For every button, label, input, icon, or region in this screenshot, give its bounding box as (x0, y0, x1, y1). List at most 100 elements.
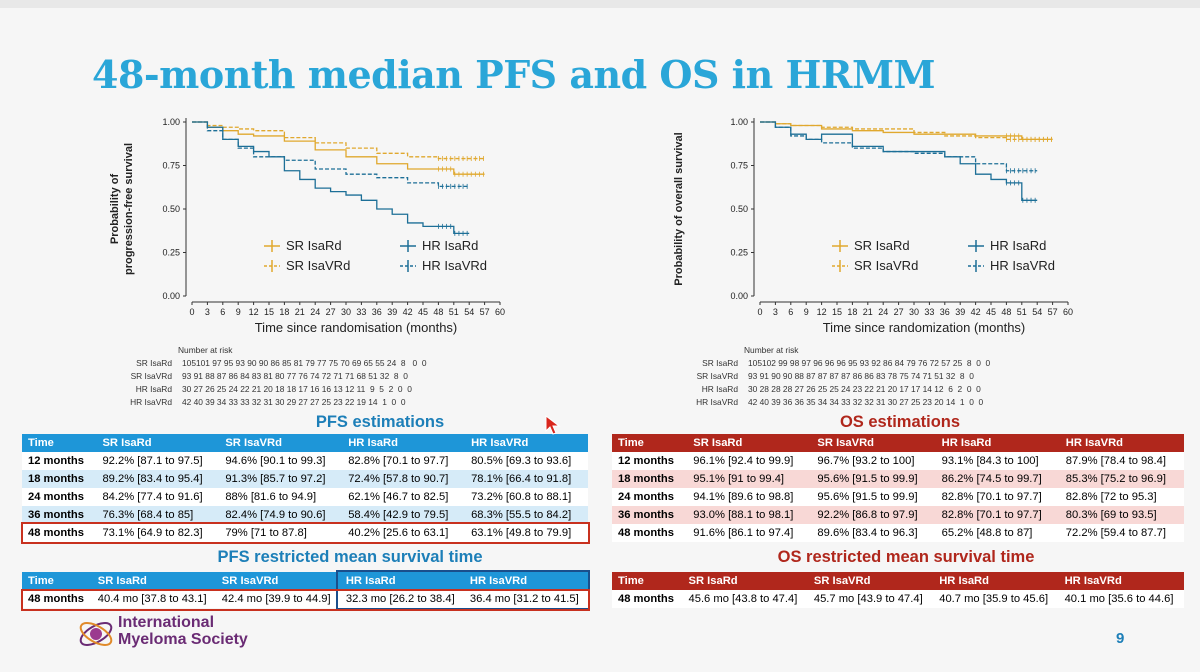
pfs-series-hr-isard (192, 121, 470, 235)
table-row: 18 months 89.2% [83.4 to 95.4] 91.3% [85.7… (22, 470, 588, 488)
pfs-est-row-label: 12 months (22, 452, 97, 470)
pfs-risk-row: SR IsaVRd 93 91 88 87 86 84 83 81 80 77 7… (94, 370, 427, 383)
os-xtick-label: 12 (817, 307, 827, 317)
os-estimations-title: OS estimations (839, 413, 961, 431)
pfs-risk-label: HR IsaRd (135, 384, 172, 394)
os-series-hr-isard (760, 121, 1038, 201)
os-est-cell: 82.8% [72 to 95.3] (1059, 488, 1184, 506)
table-row: 36 months 93.0% [88.1 to 98.1] 92.2% [86.8… (612, 506, 1184, 524)
pfs-xtick-label: 33 (356, 307, 366, 317)
pfs-risk-values: 42 40 39 34 33 33 32 31 30 29 27 27 25 2… (182, 397, 406, 407)
os-rmst-header-row: Time SR IsaRd SR IsaVRd HR IsaRd HR IsaVRd (612, 572, 1184, 590)
pfs-xtick-label: 27 (326, 307, 336, 317)
pfs-est-cell: 68.3% [55.5 to 84.2] (465, 506, 588, 524)
os-risk-values: 93 91 90 90 88 87 87 87 87 86 86 83 78 7… (748, 371, 974, 381)
os-risk-row: HR IsaVRd 42 40 39 36 36 35 34 34 33 32 3… (660, 396, 990, 409)
os-xtick-label: 27 (894, 307, 904, 317)
os-x-label: Time since randomization (months) (823, 320, 1026, 335)
os-risk-header: Number at risk (744, 345, 799, 355)
pfs-risk-values: 93 91 88 87 86 84 83 81 80 77 76 74 72 7… (182, 371, 408, 381)
os-risk-row: HR IsaRd 30 28 28 28 27 26 25 25 24 23 22… (660, 383, 990, 396)
os-xtick-label: 18 (847, 307, 857, 317)
table-row: 12 months 96.1% [92.4 to 99.9] 96.7% [93.2… (612, 452, 1184, 470)
pfs-estimations-title: PFS estimations (315, 413, 445, 431)
pfs-xtick-label: 0 (189, 307, 194, 317)
os-ytick-label: 0.00 (730, 291, 748, 301)
os-risk-label: SR IsaVRd (696, 371, 738, 381)
os-est-cell: 95.6% [91.5 to 99.9] (811, 488, 936, 506)
os-est-cell: 87.9% [78.4 to 98.4] (1059, 452, 1184, 470)
pfs-rmst-cell: 36.4 mo [31.2 to 41.5] (463, 590, 588, 608)
pfs-rmst-column-header: HR IsaRd (339, 572, 464, 590)
mouse-cursor-icon (545, 415, 561, 435)
pfs-rmst-column-header: Time (22, 572, 92, 590)
logo-line-2: Myeloma Society (118, 631, 248, 648)
pfs-est-cell: 94.6% [90.1 to 99.3] (219, 452, 343, 470)
pfs-rmst-highlight (21, 589, 590, 611)
os-ytick-label: 0.75 (730, 161, 748, 171)
pfs-est-cell: 82.8% [70.1 to 97.7] (342, 452, 466, 470)
pfs-ytick-label: 0.25 (162, 248, 180, 258)
table-row: 48 months 40.4 mo [37.8 to 43.1] 42.4 mo [… (22, 590, 588, 608)
pfs-xtick-label: 18 (279, 307, 289, 317)
os-xtick-label: 60 (1063, 307, 1073, 317)
os-xtick-label: 3 (773, 307, 778, 317)
os-rmst-column-header: SR IsaVRd (807, 572, 934, 590)
pfs-km-chart: 1.00 0.75 0.50 0.25 0.00 0 3 6 9 12 15 18 21 24 27 30 33… (92, 100, 562, 335)
os-xtick-label: 51 (1017, 307, 1027, 317)
pfs-est-cell: 84.2% [77.4 to 91.6] (96, 488, 220, 506)
os-est-row-label: 18 months (612, 470, 688, 488)
os-est-header-row: Time SR IsaRd SR IsaVRd HR IsaRd HR IsaVRd (612, 434, 1184, 452)
pfs-rmst-column-header: HR IsaVRd (463, 572, 588, 590)
pfs-rmst-cell: 42.4 mo [39.9 to 44.9] (215, 590, 340, 608)
os-legend-label: HR IsaVRd (990, 258, 1055, 273)
pfs-xtick-label: 24 (310, 307, 320, 317)
os-est-cell: 96.7% [93.2 to 100] (811, 452, 936, 470)
pfs-xtick-label: 9 (236, 307, 241, 317)
pfs-number-at-risk: Number at risk SR IsaRd 105101 97 95 93 90… (94, 344, 427, 409)
os-est-row-label: 24 months (612, 488, 688, 506)
os-ytick-label: 1.00 (730, 117, 748, 127)
os-xtick-label: 54 (1032, 307, 1042, 317)
os-rmst-column-header: Time (612, 572, 683, 590)
pfs-xtick-label: 42 (403, 307, 413, 317)
pfs-rmst-table: Time SR IsaRd SR IsaVRd HR IsaRd HR IsaVRd 48… (22, 572, 588, 608)
os-est-cell: 82.8% [70.1 to 97.7] (935, 488, 1060, 506)
os-est-column-header: HR IsaVRd (1059, 434, 1184, 452)
os-rmst-cell: 45.6 mo [43.8 to 47.4] (682, 590, 808, 608)
os-ytick-label: 0.25 (730, 248, 748, 258)
os-est-cell: 93.1% [84.3 to 100] (935, 452, 1060, 470)
ims-logo-text: International Myeloma Society (118, 614, 248, 648)
pfs-risk-label: HR IsaVRd (130, 397, 172, 407)
pfs-xtick-label: 48 (433, 307, 443, 317)
pfs-y-label-1: Probability of (109, 174, 121, 245)
pfs-rmst-title: PFS restricted mean survival time (217, 548, 483, 566)
os-est-cell: 86.2% [74.5 to 99.7] (935, 470, 1060, 488)
pfs-48-month-highlight (21, 522, 590, 544)
pfs-risk-values: 30 27 26 25 24 22 21 20 18 18 17 16 16 1… (182, 384, 412, 394)
table-row: 24 months 94.1% [89.6 to 98.8] 95.6% [91.5… (612, 488, 1184, 506)
pfs-est-cell: 72.4% [57.8 to 90.7] (342, 470, 466, 488)
os-xtick-label: 21 (863, 307, 873, 317)
pfs-est-column-header: HR IsaVRd (465, 434, 588, 452)
os-number-at-risk: Number at risk SR IsaRd 105102 99 98 97 96… (660, 344, 990, 409)
os-rmst-column-header: SR IsaRd (682, 572, 808, 590)
os-estimations-table: Time SR IsaRd SR IsaVRd HR IsaRd HR IsaVRd 12… (612, 434, 1184, 542)
pfs-est-column-header: Time (22, 434, 97, 452)
pfs-ytick-label: 0.00 (162, 291, 180, 301)
pfs-rmst-column-header: SR IsaVRd (215, 572, 340, 590)
table-row: 24 months 84.2% [77.4 to 91.6] 88% [81.6 t… (22, 488, 588, 506)
pfs-xtick-label: 21 (295, 307, 305, 317)
os-ytick-label: 0.50 (730, 204, 748, 214)
os-risk-values: 42 40 39 36 36 35 34 34 33 32 32 31 30 2… (748, 397, 984, 407)
os-xtick-label: 9 (804, 307, 809, 317)
pfs-ytick-label: 0.50 (162, 204, 180, 214)
pfs-estimations-table: Time SR IsaRd SR IsaVRd HR IsaRd HR IsaVRd 12… (22, 434, 588, 542)
pfs-risk-row: SR IsaRd 105101 97 95 93 90 90 86 85 81 7… (94, 357, 426, 370)
pfs-est-cell: 40.2% [25.6 to 63.1] (342, 524, 466, 542)
pfs-est-row-label: 48 months (22, 524, 97, 542)
os-series-hr-isavrd (760, 121, 1038, 172)
os-est-cell: 91.6% [86.1 to 97.4] (687, 524, 812, 542)
os-xtick-label: 0 (757, 307, 762, 317)
